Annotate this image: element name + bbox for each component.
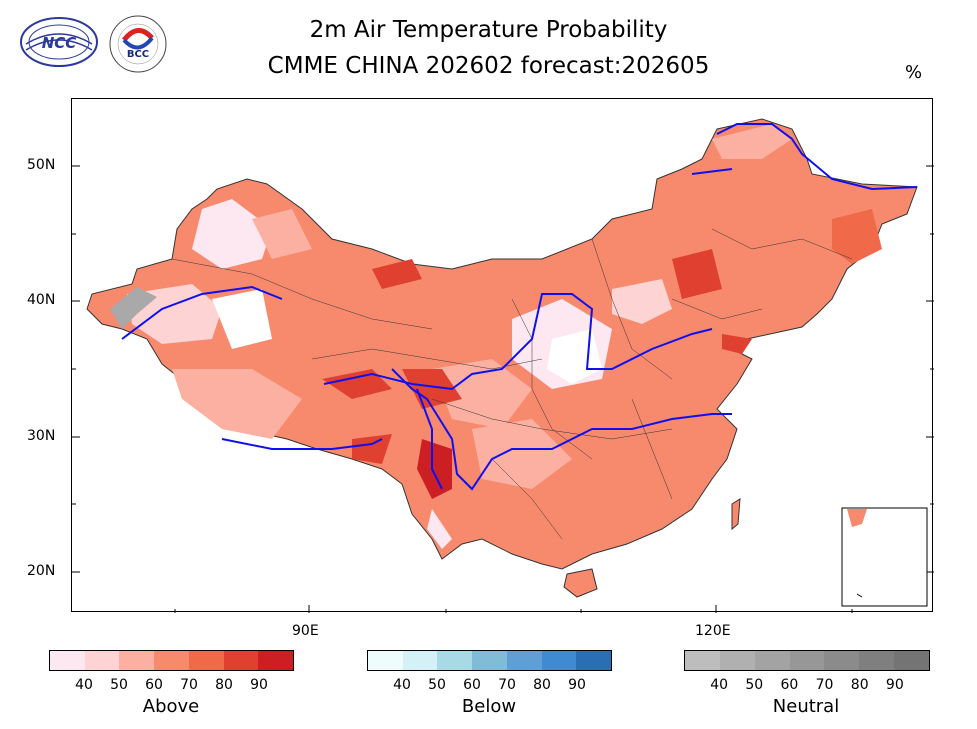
colorbar-swatch xyxy=(754,651,790,670)
map-subtitle: CMME CHINA 202602 forecast:202605 xyxy=(267,53,710,79)
colorbar-swatch xyxy=(576,651,612,670)
lat-label-40n: 40N xyxy=(27,292,56,308)
colorbar-swatch xyxy=(368,651,403,670)
colorbar-label-above: Above xyxy=(142,696,200,717)
colorbar-tick-label: 70 xyxy=(498,677,516,693)
colorbar-tick-label: 40 xyxy=(75,677,93,693)
colorbar-tick-label: 90 xyxy=(885,677,904,693)
lat-label-30n: 30N xyxy=(27,428,56,444)
colorbar-tick-label: 80 xyxy=(215,677,233,693)
colorbar-tick-label: 50 xyxy=(745,677,764,693)
colorbar-swatch xyxy=(506,651,542,670)
colorbar-swatch xyxy=(84,651,120,670)
colorbar-tick-label: 60 xyxy=(780,677,799,693)
colorbar-swatch xyxy=(258,651,294,670)
colorbar-swatch xyxy=(119,651,155,670)
colorbar-tick-label: 70 xyxy=(180,677,198,693)
lat-label-50n: 50N xyxy=(27,157,56,173)
china-map xyxy=(72,118,934,613)
colorbar-swatch xyxy=(472,651,507,670)
colorbar-swatch xyxy=(154,651,189,670)
map-frame xyxy=(71,98,934,613)
unit-label: % xyxy=(905,62,923,83)
lon-label-120e: 120E xyxy=(695,623,731,639)
lon-label-90e: 90E xyxy=(292,623,319,639)
colorbar-above xyxy=(49,650,294,671)
colorbar-tick-label: 40 xyxy=(710,677,729,693)
colorbar-swatch xyxy=(402,651,438,670)
colorbar-label-below: Below xyxy=(461,696,517,717)
bcc-logo: BCC xyxy=(108,14,168,74)
bcc-logo-text: BCC xyxy=(127,49,149,60)
colorbar-tick-label: 40 xyxy=(393,677,411,693)
colorbar-tick-label: 90 xyxy=(568,677,586,693)
colorbar-swatch xyxy=(437,651,473,670)
colorbar-swatch xyxy=(50,651,85,670)
map-title: 2m Air Temperature Probability xyxy=(309,17,668,43)
colorbar-label-neutral: Neutral xyxy=(772,696,840,717)
colorbar-tick-label: 70 xyxy=(815,677,834,693)
ncc-logo: NCC xyxy=(18,14,100,70)
colorbar-swatch xyxy=(824,651,860,670)
colorbar-tick-label: 50 xyxy=(110,677,128,693)
colorbar-tick-label: 60 xyxy=(145,677,163,693)
colorbar-swatch xyxy=(188,651,224,670)
colorbar-tick-label: 60 xyxy=(463,677,481,693)
colorbar-below xyxy=(367,650,612,671)
colorbar-swatch xyxy=(894,651,930,670)
colorbar-swatch xyxy=(541,651,577,670)
lat-label-20n: 20N xyxy=(27,563,56,579)
colorbar-swatch xyxy=(719,651,755,670)
colorbar-tick-label: 80 xyxy=(533,677,551,693)
colorbar-swatch xyxy=(859,651,895,670)
colorbar-tick-label: 90 xyxy=(250,677,268,693)
colorbar-tick-label: 50 xyxy=(428,677,446,693)
colorbar-neutral xyxy=(684,650,930,671)
colorbar-swatch xyxy=(223,651,259,670)
colorbar-swatch xyxy=(789,651,825,670)
colorbar-swatch xyxy=(685,651,720,670)
colorbar-tick-label: 80 xyxy=(850,677,869,693)
ncc-logo-text: NCC xyxy=(42,34,77,52)
